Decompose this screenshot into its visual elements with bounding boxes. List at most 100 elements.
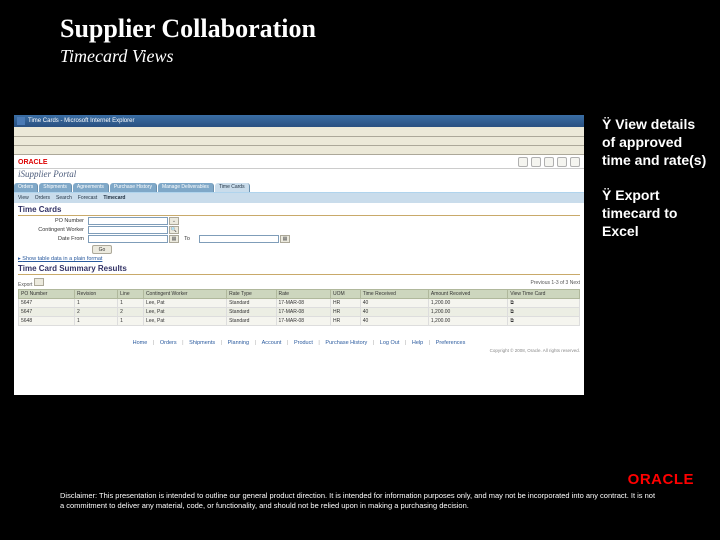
ie-tab-bar[interactable]: [14, 146, 584, 155]
table-cell: HR: [331, 299, 361, 308]
table-cell: 1,200.00: [428, 308, 507, 317]
top-tab[interactable]: Orders: [14, 183, 38, 192]
worker-lov-icon[interactable]: 🔍: [169, 226, 179, 234]
pager-text[interactable]: Previous 1-3 of 3 Next: [531, 280, 580, 286]
po-number-lov-icon[interactable]: ⌄: [169, 217, 179, 225]
footer-link[interactable]: Planning: [226, 340, 251, 346]
footer-separator: |: [283, 340, 292, 346]
table-cell: 5647: [19, 308, 75, 317]
date-to-calendar-icon[interactable]: ▦: [280, 235, 290, 243]
bullet-text: Export timecard to Excel: [602, 187, 677, 239]
footer-link[interactable]: Account: [260, 340, 284, 346]
column-header[interactable]: UOM: [331, 290, 361, 299]
table-cell: Lee, Pat: [143, 317, 226, 326]
column-header[interactable]: Rate Type: [227, 290, 276, 299]
table-cell: 40: [360, 308, 428, 317]
table-cell: HR: [331, 308, 361, 317]
table-cell: Standard: [227, 299, 276, 308]
footer-link[interactable]: Orders: [158, 340, 179, 346]
ie-titlebar: Time Cards - Microsoft Internet Explorer: [14, 115, 584, 127]
column-header[interactable]: Revision: [75, 290, 118, 299]
slide-title: Supplier Collaboration: [60, 14, 720, 44]
top-tab[interactable]: Manage Deliverables: [158, 183, 214, 192]
table-cell: 17-MAR-08: [276, 308, 331, 317]
footer-link[interactable]: Preferences: [434, 340, 468, 346]
bullet-item: Ÿ View details of approved time and rate…: [602, 115, 710, 170]
column-header[interactable]: View Time Card: [508, 290, 580, 299]
sub-tab[interactable]: View: [18, 195, 29, 201]
sub-tab[interactable]: Search: [56, 195, 72, 201]
view-timecard-icon[interactable]: ⧉: [508, 317, 580, 326]
column-header[interactable]: Rate: [276, 290, 331, 299]
results-table: PO NumberRevisionLineContingent WorkerRa…: [18, 289, 580, 326]
table-cell: 1: [75, 317, 118, 326]
header-icons: [518, 157, 580, 167]
slide: Supplier Collaboration Timecard Views Ti…: [0, 0, 720, 540]
copyright-text: Copyright © 2008, Oracle. All rights res…: [14, 346, 584, 355]
export-button[interactable]: [34, 278, 44, 286]
view-timecard-icon[interactable]: ⧉: [508, 308, 580, 317]
logout-icon[interactable]: [531, 157, 541, 167]
top-tab[interactable]: Purchase History: [110, 183, 157, 192]
bullet-mark: Ÿ: [602, 187, 611, 203]
window-icon: [17, 117, 25, 125]
top-tab[interactable]: Agreements: [73, 183, 109, 192]
table-cell: 17-MAR-08: [276, 299, 331, 308]
table-cell: 5647: [19, 299, 75, 308]
column-header[interactable]: Line: [118, 290, 144, 299]
footer-link[interactable]: Product: [292, 340, 315, 346]
sub-tab[interactable]: Orders: [35, 195, 50, 201]
disclaimer-text: Disclaimer: This presentation is intende…: [60, 491, 660, 510]
footer-separator: |: [217, 340, 226, 346]
table-cell: 1,200.00: [428, 317, 507, 326]
date-to-input[interactable]: [199, 235, 279, 243]
table-cell: 2: [75, 308, 118, 317]
footer-link[interactable]: Purchase History: [323, 340, 369, 346]
ie-toolbar: [14, 127, 584, 137]
oracle-logo: ORACLE: [18, 159, 48, 166]
footer-link[interactable]: Log Out: [378, 340, 402, 346]
worker-label: Contingent Worker: [18, 227, 88, 233]
preferences-icon[interactable]: [544, 157, 554, 167]
section-header-timecards: Time Cards: [14, 203, 584, 214]
table-header-row: PO NumberRevisionLineContingent WorkerRa…: [19, 290, 580, 299]
table-cell: 2: [118, 308, 144, 317]
title-area: Supplier Collaboration Timecard Views: [0, 0, 720, 67]
column-header[interactable]: Contingent Worker: [143, 290, 226, 299]
section-header-results: Time Card Summary Results: [14, 262, 584, 273]
worker-input[interactable]: [88, 226, 168, 234]
footer-link[interactable]: Home: [131, 340, 150, 346]
embedded-screenshot: Time Cards - Microsoft Internet Explorer…: [14, 115, 584, 395]
footer-link[interactable]: Shipments: [187, 340, 217, 346]
date-from-calendar-icon[interactable]: ▦: [169, 235, 179, 243]
po-number-label: PO Number: [18, 218, 88, 224]
column-header[interactable]: Amount Received: [428, 290, 507, 299]
column-header[interactable]: Time Received: [360, 290, 428, 299]
slide-subtitle: Timecard Views: [60, 46, 720, 67]
sub-tab[interactable]: Forecast: [78, 195, 97, 201]
table-row: 564711Lee, PatStandard17-MAR-08HR401,200…: [19, 299, 580, 308]
home-icon[interactable]: [518, 157, 528, 167]
section-separator: [18, 215, 580, 216]
date-from-label: Date From: [18, 236, 88, 242]
go-button[interactable]: Go: [92, 245, 112, 254]
export-label: Export: [18, 282, 32, 288]
top-tab[interactable]: Time Cards: [215, 183, 250, 192]
column-header[interactable]: PO Number: [19, 290, 75, 299]
sub-tab[interactable]: Timecard: [103, 195, 125, 201]
diagnostics-icon[interactable]: [570, 157, 580, 167]
ie-address-bar[interactable]: [14, 137, 584, 146]
product-name: iSupplier Portal: [18, 169, 76, 179]
footer-link[interactable]: Help: [410, 340, 425, 346]
view-timecard-icon[interactable]: ⧉: [508, 299, 580, 308]
bullet-mark: Ÿ: [602, 116, 611, 132]
date-from-input[interactable]: [88, 235, 168, 243]
date-to-label: To: [179, 236, 199, 242]
help-icon[interactable]: [557, 157, 567, 167]
show-table-link-text: Show table data in a plain format: [22, 256, 102, 262]
table-cell: 5648: [19, 317, 75, 326]
po-number-input[interactable]: [88, 217, 168, 225]
table-cell: 17-MAR-08: [276, 317, 331, 326]
brand-bar: ORACLE: [14, 155, 584, 169]
top-tab[interactable]: Shipments: [39, 183, 72, 192]
